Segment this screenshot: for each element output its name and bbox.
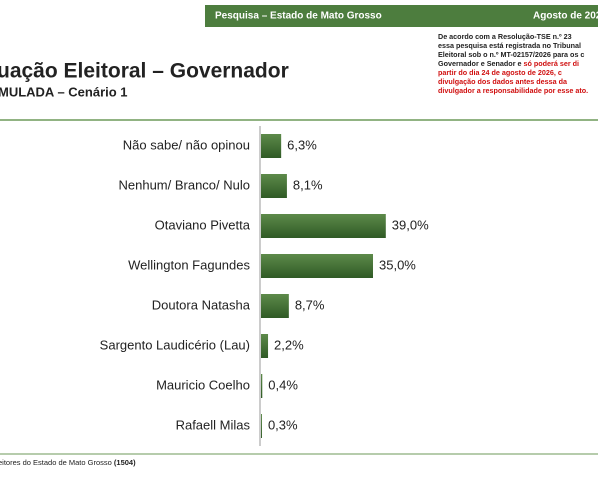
notice-line: De acordo com a Resolução-TSE n.º 23 (438, 32, 598, 41)
title: uação Eleitoral – Governador (0, 60, 289, 83)
footer-text: eitores do Estado de Mato Grosso (0, 458, 112, 467)
value-label: 0,3% (268, 417, 298, 432)
notice-text: só poderá ser di (523, 59, 580, 68)
category-label: Otaviano Pivetta (155, 217, 251, 232)
value-label: 35,0% (379, 257, 416, 272)
header-text: Pesquisa – Estado de Mato Grosso (215, 11, 382, 22)
category-label: Rafaell Milas (176, 417, 251, 432)
category-label: Não sabe/ não opinou (123, 137, 250, 152)
header-bar (205, 5, 598, 27)
value-label: 6,3% (287, 137, 317, 152)
notice-text: divulgador a responsabilidade por esse a… (438, 86, 589, 95)
notice-text: divulgação dos dados antes dessa da (438, 77, 568, 86)
notice-text: essa pesquisa está registrada no Tribuna… (438, 41, 582, 50)
notice-text: Governador e Senador e (438, 59, 524, 68)
value-label: 8,7% (295, 297, 325, 312)
bar (261, 174, 287, 198)
bar (261, 414, 262, 438)
category-label: Nenhum/ Branco/ Nulo (118, 177, 250, 192)
bar (261, 334, 269, 358)
category-label: Wellington Fagundes (128, 257, 250, 272)
header-date: Agosto de 202 (533, 11, 598, 22)
value-label: 2,2% (274, 337, 304, 352)
bar (261, 294, 289, 318)
value-label: 39,0% (392, 217, 429, 232)
bar (261, 254, 373, 278)
notice-line: partir do dia 24 de agosto de 2026, c (438, 68, 598, 77)
value-label: 8,1% (293, 177, 323, 192)
notice-text: Eleitoral sob o n.º MT-02157/2026 para o… (438, 50, 585, 59)
notice-line: Eleitoral sob o n.º MT-02157/2026 para o… (438, 50, 598, 59)
notice-line: divulgação dos dados antes dessa da (438, 77, 598, 86)
notice: De acordo com a Resolução-TSE n.º 23 essa… (438, 32, 598, 95)
category-label: Mauricio Coelho (156, 377, 250, 392)
notice-text: De acordo com a Resolução-TSE n.º 23 (438, 32, 572, 41)
footer-sample: (1504) (114, 458, 136, 467)
notice-text: partir do dia 24 de agosto de 2026, c (438, 68, 562, 77)
notice-line: essa pesquisa está registrada no Tribuna… (438, 41, 598, 50)
notice-line: Governador e Senador e só poderá ser di (438, 59, 598, 68)
value-label: 0,4% (268, 377, 298, 392)
bar (261, 214, 386, 238)
bar (261, 374, 263, 398)
category-label: Sargento Laudicério (Lau) (100, 337, 250, 352)
category-label: Doutora Natasha (152, 297, 251, 312)
subtitle: MULADA – Cenário 1 (0, 84, 128, 99)
notice-line: divulgador a responsabilidade por esse a… (438, 86, 598, 95)
bar (261, 134, 282, 158)
footer: eitores do Estado de Mato Grosso (1504) (0, 458, 136, 467)
